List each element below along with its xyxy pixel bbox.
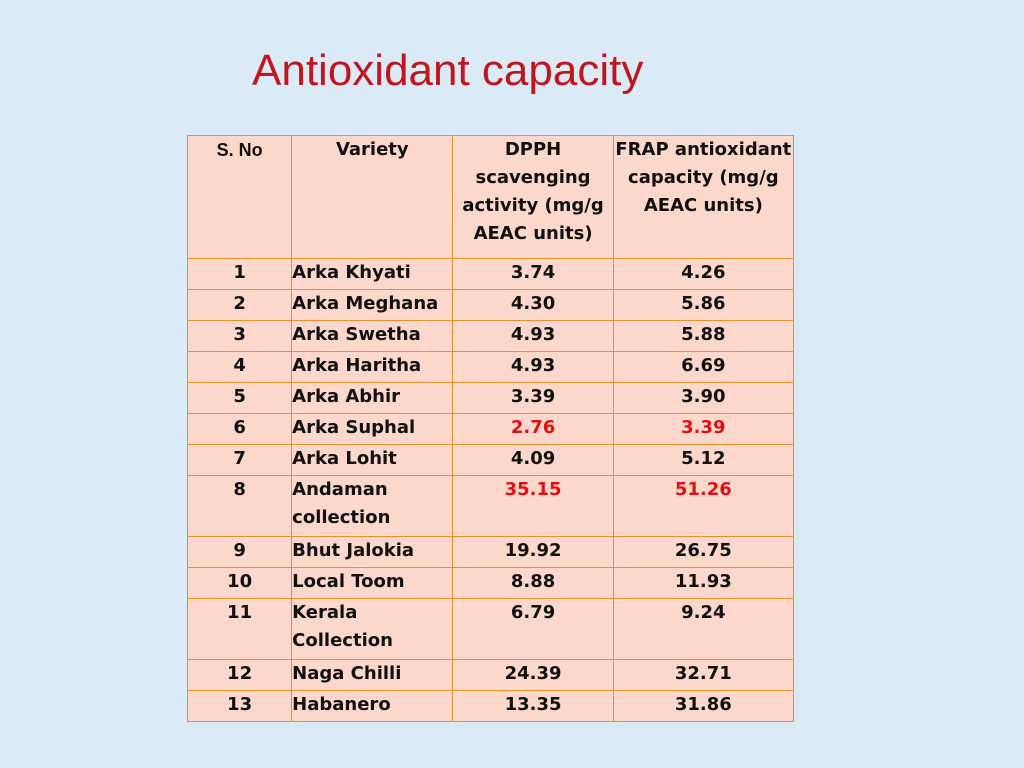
table-row: 7 Arka Lohit 4.09 5.12 bbox=[186, 444, 795, 476]
header-variety: Variety bbox=[291, 135, 454, 259]
header-dpph: DPPH scavenging activity (mg/g AEAC unit… bbox=[452, 135, 614, 259]
table-row: 12 Naga Chilli 24.39 32.71 bbox=[186, 659, 795, 691]
table-row: 2 Arka Meghana 4.30 5.86 bbox=[186, 289, 795, 321]
table-row: 3 Arka Swetha 4.93 5.88 bbox=[186, 320, 795, 352]
cell-frap: 3.39 bbox=[612, 413, 795, 445]
cell-dpph: 4.93 bbox=[452, 351, 614, 383]
cell-frap: 3.90 bbox=[612, 382, 795, 414]
cell-sno: 13 bbox=[186, 690, 293, 722]
cell-variety: Arka Swetha bbox=[291, 320, 454, 352]
cell-sno: 5 bbox=[186, 382, 293, 414]
cell-sno: 2 bbox=[186, 289, 293, 321]
cell-sno: 10 bbox=[186, 567, 293, 599]
cell-frap: 9.24 bbox=[612, 598, 795, 660]
table-header-row: S. No Variety DPPH scavenging activity (… bbox=[186, 135, 795, 259]
slide-title: Antioxidant capacity bbox=[252, 46, 644, 95]
cell-dpph: 6.79 bbox=[452, 598, 614, 660]
cell-variety: Arka Lohit bbox=[291, 444, 454, 476]
table-row: 1 Arka Khyati 3.74 4.26 bbox=[186, 258, 795, 290]
table-row: 10 Local Toom 8.88 11.93 bbox=[186, 567, 795, 599]
cell-variety: Arka Haritha bbox=[291, 351, 454, 383]
cell-frap: 5.88 bbox=[612, 320, 795, 352]
cell-variety: Kerala Collection bbox=[291, 598, 454, 660]
antioxidant-table: S. No Variety DPPH scavenging activity (… bbox=[186, 135, 795, 722]
cell-variety: Arka Meghana bbox=[291, 289, 454, 321]
cell-dpph: 4.30 bbox=[452, 289, 614, 321]
table-row: 8 Andaman collection 35.15 51.26 bbox=[186, 475, 795, 537]
cell-variety: Arka Suphal bbox=[291, 413, 454, 445]
header-frap: FRAP antioxidant capacity (mg/g AEAC uni… bbox=[612, 135, 795, 259]
cell-sno: 4 bbox=[186, 351, 293, 383]
table-body: 1 Arka Khyati 3.74 4.26 2 Arka Meghana 4.30 5.8… bbox=[186, 258, 795, 722]
cell-sno: 6 bbox=[186, 413, 293, 445]
cell-sno: 12 bbox=[186, 659, 293, 691]
cell-frap: 11.93 bbox=[612, 567, 795, 599]
table-row: 9 Bhut Jalokia 19.92 26.75 bbox=[186, 536, 795, 568]
table-row: 4 Arka Haritha 4.93 6.69 bbox=[186, 351, 795, 383]
cell-dpph: 13.35 bbox=[452, 690, 614, 722]
cell-dpph: 35.15 bbox=[452, 475, 614, 537]
cell-frap: 26.75 bbox=[612, 536, 795, 568]
cell-dpph: 24.39 bbox=[452, 659, 614, 691]
table-row: 6 Arka Suphal 2.76 3.39 bbox=[186, 413, 795, 445]
cell-frap: 5.12 bbox=[612, 444, 795, 476]
cell-dpph: 19.92 bbox=[452, 536, 614, 568]
table-row: 5 Arka Abhir 3.39 3.90 bbox=[186, 382, 795, 414]
table-row: 13 Habanero 13.35 31.86 bbox=[186, 690, 795, 722]
header-sno: S. No bbox=[186, 135, 293, 259]
cell-variety: Habanero bbox=[291, 690, 454, 722]
cell-dpph: 2.76 bbox=[452, 413, 614, 445]
cell-frap: 32.71 bbox=[612, 659, 795, 691]
cell-variety: Naga Chilli bbox=[291, 659, 454, 691]
cell-variety: Arka Abhir bbox=[291, 382, 454, 414]
cell-variety: Arka Khyati bbox=[291, 258, 454, 290]
cell-variety: Local Toom bbox=[291, 567, 454, 599]
cell-sno: 7 bbox=[186, 444, 293, 476]
cell-sno: 1 bbox=[186, 258, 293, 290]
cell-sno: 11 bbox=[186, 598, 293, 660]
cell-frap: 6.69 bbox=[612, 351, 795, 383]
cell-frap: 5.86 bbox=[612, 289, 795, 321]
cell-dpph: 3.74 bbox=[452, 258, 614, 290]
cell-dpph: 4.93 bbox=[452, 320, 614, 352]
cell-dpph: 8.88 bbox=[452, 567, 614, 599]
cell-sno: 8 bbox=[186, 475, 293, 537]
cell-variety: Andaman collection bbox=[291, 475, 454, 537]
cell-dpph: 3.39 bbox=[452, 382, 614, 414]
cell-frap: 4.26 bbox=[612, 258, 795, 290]
cell-dpph: 4.09 bbox=[452, 444, 614, 476]
table-row: 11 Kerala Collection 6.79 9.24 bbox=[186, 598, 795, 660]
cell-sno: 9 bbox=[186, 536, 293, 568]
cell-frap: 51.26 bbox=[612, 475, 795, 537]
cell-sno: 3 bbox=[186, 320, 293, 352]
cell-frap: 31.86 bbox=[612, 690, 795, 722]
cell-variety: Bhut Jalokia bbox=[291, 536, 454, 568]
